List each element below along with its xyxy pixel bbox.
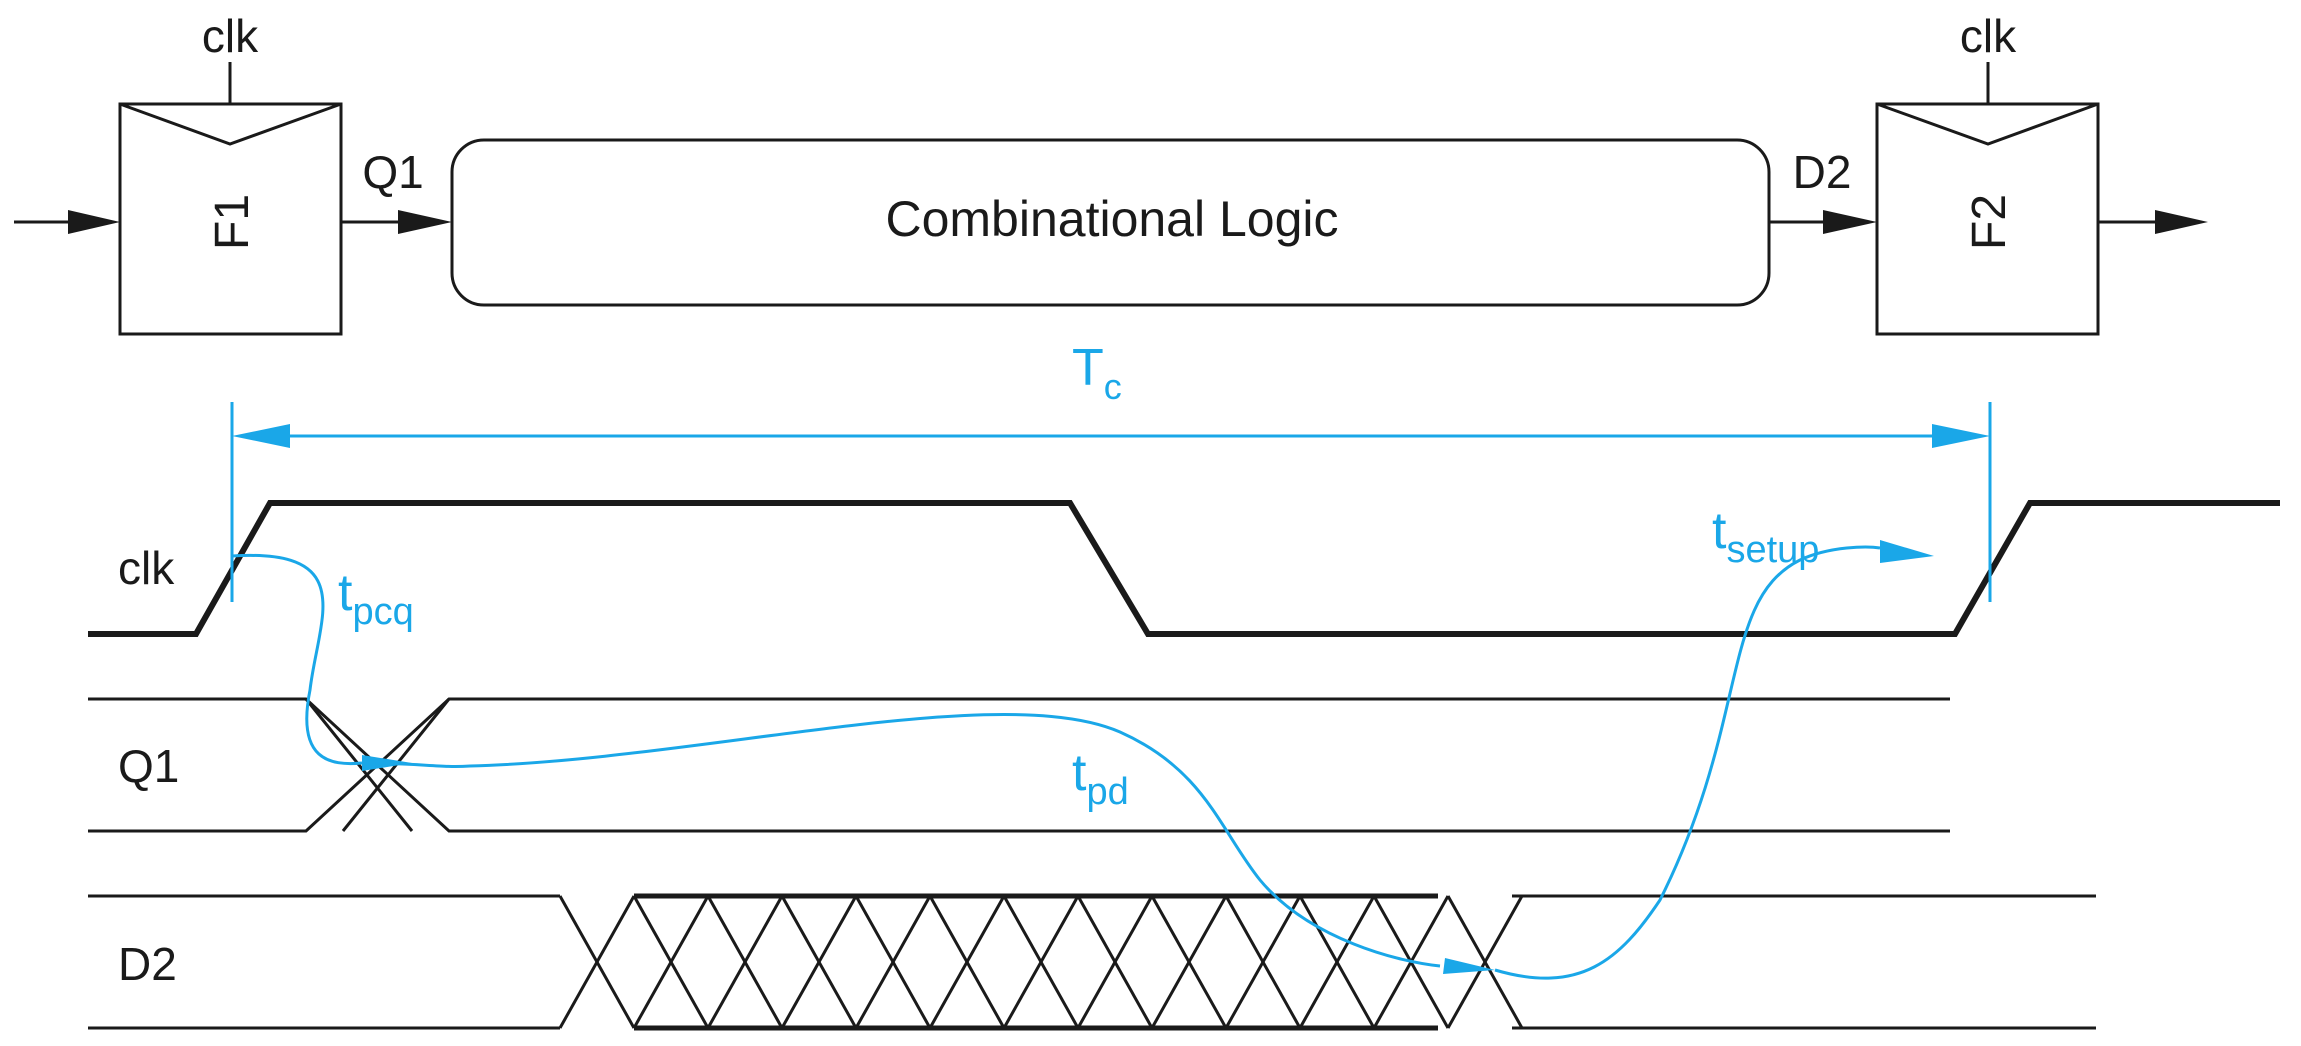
d2-transition-line bbox=[706, 895, 784, 1029]
period-annotation bbox=[230, 402, 1992, 602]
d2-invalid-region bbox=[558, 895, 1524, 1029]
d2-signal-label: D2 bbox=[118, 938, 177, 990]
d2-transition-line bbox=[1150, 895, 1228, 1029]
d2-transition-line bbox=[1224, 895, 1302, 1029]
circuit bbox=[14, 62, 2208, 336]
delay-path bbox=[231, 540, 1934, 980]
d2-transition-line bbox=[1446, 895, 1524, 1029]
d2-transition-line bbox=[928, 895, 1006, 1029]
q1-signal-label: Q1 bbox=[118, 740, 179, 792]
q1-wire-label: Q1 bbox=[362, 146, 423, 198]
period-subscript: c bbox=[1104, 366, 1122, 407]
flipflop-f1 bbox=[118, 62, 343, 336]
tpcq-label: tpcq bbox=[338, 564, 414, 633]
period-label: Tc bbox=[1072, 339, 1122, 407]
d2-transition-line bbox=[558, 895, 636, 1029]
f2-label: F2 bbox=[1963, 194, 2016, 250]
clk-waveform bbox=[88, 500, 2280, 637]
d2-transition-line bbox=[1002, 895, 1080, 1029]
d2-transition-line bbox=[854, 895, 932, 1029]
flipflop-f2 bbox=[1875, 62, 2100, 336]
combinational-logic-label: Combinational Logic bbox=[885, 191, 1338, 247]
f2-clock-label: clk bbox=[1960, 10, 2017, 62]
d2-wire-label: D2 bbox=[1793, 146, 1852, 198]
d2-wire bbox=[1769, 210, 1877, 234]
d2-transition-line bbox=[1298, 895, 1376, 1029]
tpd-label: tpd bbox=[1072, 744, 1129, 813]
tpcq-subscript: pcq bbox=[352, 591, 413, 633]
tpd-subscript: pd bbox=[1086, 771, 1128, 813]
tsetup-label: tsetup bbox=[1712, 502, 1819, 571]
f1-label: F1 bbox=[206, 194, 259, 250]
clk-signal-label: clk bbox=[118, 542, 175, 594]
d2-transition-line bbox=[632, 895, 710, 1029]
input-wire bbox=[14, 210, 120, 234]
d2-waveform bbox=[88, 893, 2096, 1031]
tsetup-subscript: setup bbox=[1726, 529, 1819, 571]
q1-wire bbox=[341, 210, 452, 234]
f1-clock-label: clk bbox=[202, 10, 259, 62]
d2-transition-line bbox=[780, 895, 858, 1029]
d2-transition-line bbox=[1076, 895, 1154, 1029]
output-wire bbox=[2098, 210, 2208, 234]
